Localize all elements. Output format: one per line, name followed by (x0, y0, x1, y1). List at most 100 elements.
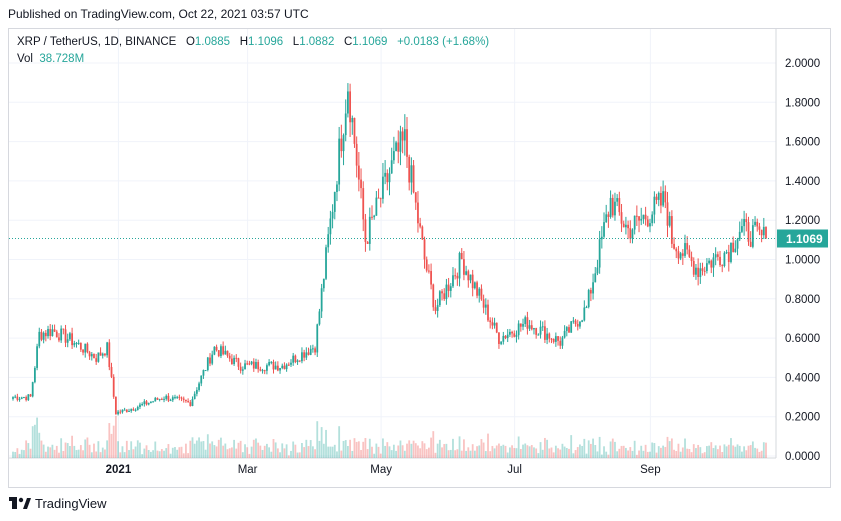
volume-bar (428, 447, 430, 458)
volume-bar (546, 439, 549, 458)
candle-body (261, 370, 264, 372)
volume-bar (158, 451, 161, 458)
volume-bar (357, 441, 360, 458)
volume-bar (327, 446, 330, 458)
volume-bar (712, 448, 715, 458)
candle-body (362, 188, 365, 220)
volume-bar (519, 448, 522, 458)
volume-bar (675, 451, 678, 458)
candle-body (701, 268, 704, 271)
volume-bar (673, 449, 675, 458)
symbol-label[interactable]: XRP / TetherUS, 1D, BINANCE (17, 36, 177, 48)
volume-bar (664, 446, 667, 458)
volume-bar (171, 447, 174, 458)
volume-bar (230, 447, 233, 458)
candle-body (226, 350, 229, 356)
candle-body (66, 339, 69, 343)
candle-body (342, 135, 345, 152)
candle-body (42, 332, 45, 340)
candle-body (447, 284, 450, 291)
volume-bar (760, 450, 763, 458)
volume-bar (388, 446, 391, 458)
volume-bar (128, 450, 130, 458)
volume-bar (487, 433, 489, 458)
volume-bar (392, 444, 395, 458)
volume-bar (603, 446, 605, 458)
candle-body (211, 354, 214, 364)
volume-bar (27, 443, 30, 458)
candle-body (688, 249, 691, 257)
candle-body (741, 226, 743, 232)
volume-bar (108, 423, 111, 458)
candle-body (114, 396, 117, 415)
candle-body (478, 288, 481, 296)
volume-bar (585, 453, 588, 458)
volume-bar (434, 452, 437, 458)
candle-body (642, 214, 645, 219)
volume-bar (705, 446, 708, 458)
volume-bar (401, 445, 404, 458)
volume-bar (296, 452, 299, 458)
volume-bar (618, 448, 621, 458)
volume-bar (465, 450, 468, 458)
volume-bar (99, 452, 102, 458)
volume-bar (480, 439, 483, 458)
volume-bar (198, 437, 200, 458)
volume-bar (112, 425, 115, 458)
volume-bar (454, 450, 457, 458)
candle-body (386, 172, 389, 183)
volume-bar (14, 451, 17, 458)
candle-body (522, 323, 524, 327)
volume-bar (500, 445, 503, 458)
candle-body (86, 343, 89, 353)
candle-body (128, 410, 130, 412)
volume-bar (237, 442, 240, 458)
candle-body (482, 299, 485, 308)
candle-body (677, 251, 680, 259)
candle-body (178, 396, 181, 398)
candle-body (248, 363, 251, 365)
volume-bar (239, 440, 242, 458)
candle-body (33, 367, 36, 383)
volume-bar (756, 448, 759, 458)
volume-bar (727, 444, 730, 458)
candle-body (703, 270, 706, 272)
candle-body (121, 409, 124, 413)
volume-bar (530, 445, 533, 458)
candle-body (134, 409, 137, 411)
volume-bar (684, 438, 686, 458)
volume-bar (272, 439, 275, 458)
candle-body (491, 322, 494, 326)
footer-brand[interactable]: TradingView (9, 496, 107, 511)
volume-bar (537, 453, 540, 458)
vol-value: 38.728M (39, 53, 85, 65)
volume-bar (121, 446, 124, 458)
volume-bar (692, 444, 695, 458)
candle-body (257, 362, 260, 370)
volume-bar (441, 447, 443, 458)
volume-bar (44, 451, 47, 458)
volume-bar (589, 443, 592, 458)
candle-body (217, 350, 220, 357)
volume-bar (452, 438, 454, 458)
candle-body (417, 202, 419, 224)
candle-body (487, 304, 489, 321)
change-value: +0.0183 (+1.68%) (397, 36, 490, 48)
candle-body (191, 399, 194, 406)
candle-body (754, 221, 756, 226)
volume-bar (23, 450, 25, 458)
candle-body (467, 271, 470, 281)
candle-body (414, 192, 417, 203)
volume-bar (467, 447, 470, 458)
volume-bar (714, 445, 717, 458)
volume-bar (725, 446, 728, 458)
candle-body (489, 320, 492, 323)
candle-body (64, 329, 67, 343)
candle-body (296, 360, 299, 363)
candle-body (395, 142, 397, 152)
volume-bar (86, 437, 89, 458)
candle-body (141, 404, 144, 406)
volume-bar (476, 446, 478, 458)
candle-body (614, 201, 616, 216)
